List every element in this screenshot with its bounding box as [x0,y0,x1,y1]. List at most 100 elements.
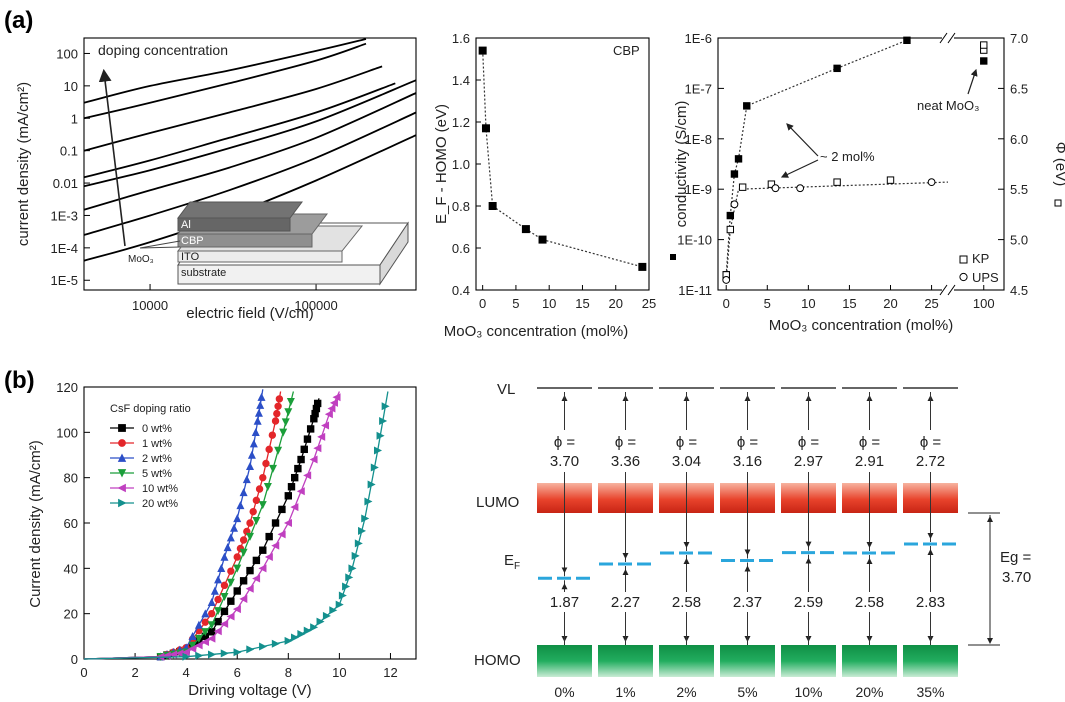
b1-ytick-label: 100 [56,425,78,440]
a3-ytick-right-label: 6.0 [1010,132,1028,147]
a3-point-kp [833,178,841,186]
b1-point [239,548,248,557]
b1-point [296,487,305,496]
a1-ytick-label: 1E-5 [51,273,78,288]
b1-point [342,582,351,591]
a2-title: CBP [613,43,640,58]
b1-xtick-label: 6 [234,665,241,680]
b1-point [233,648,242,657]
b1-point [259,642,268,651]
b1-point [297,630,306,639]
b1-point [226,533,235,542]
b1-point [252,496,261,505]
b1-ytick-label: 120 [56,380,78,395]
a1-xlabel: electric field (V/cm) [186,305,314,322]
panel-label-a: (a) [4,7,33,34]
b1-point [379,416,388,426]
a3-xtick-label: 100 [973,296,995,311]
b1-series-line [83,391,295,660]
b1-point [290,473,299,482]
a2-ytick-label: 0.6 [452,241,470,256]
a2-xtick-label: 10 [542,296,556,311]
a3-legend-ups: UPS [972,270,999,285]
a2-ytick-label: 1.2 [452,115,470,130]
a2-point [478,46,487,55]
b1-point [309,455,318,464]
a1-ytick-label: 10 [64,79,78,94]
b1-point [313,399,322,408]
chart-a2-ef-homo: 0.4 0.6 0.8 1.0 1.2 1.4 1.6 0 5 10 15 20 25 CBP MoO₃… [433,31,656,340]
phi-label-bg [725,430,770,472]
b1-point [201,609,210,618]
b1-point [194,634,203,643]
b1-point [223,543,232,552]
b1-point [300,445,308,454]
doping-percent-label: 35% [916,684,944,700]
a3-legend-kp: KP [972,251,989,266]
a1-series-line [83,111,417,236]
gap-label-bg [727,592,768,612]
b1-point [303,626,312,635]
b1-point [214,575,223,584]
a3-xlabel: MoO₃ concentration (mol%) [769,317,954,334]
a3-workfunction-guide [725,181,949,280]
a3-ytick-left-label: 1E-10 [677,233,712,248]
b1-legend-marker [117,453,127,462]
gap-value: 2.58 [855,594,884,611]
phi-label: ϕ = [554,434,576,451]
gap-value: 2.58 [672,594,701,611]
b1-point [213,627,222,636]
b1-point [354,539,363,548]
gap-value: 2.59 [794,594,823,611]
chart-a1-current-vs-field: 1E-5 1E-4 1E-3 0.01 0.1 1 10 100 10000 100000 dop… [15,37,417,322]
b1-legend-label: 10 wt% [142,483,178,495]
b1-point [263,483,272,492]
eg-label: Eg = [1000,549,1032,566]
b1-point [381,402,390,411]
a2-ytick-label: 0.4 [452,283,470,298]
a3-point-conductivity [833,64,841,73]
b1-point [194,620,203,629]
a1-device-inset: Al CBP ITO substrate MoO₃ [128,201,409,286]
homo-band [598,645,653,677]
b1-point [226,612,235,621]
phi-label-bg [603,430,648,472]
b1-point [246,519,254,527]
a2-xtick-label: 25 [642,296,656,311]
a3-xtick-label: 25 [924,296,938,311]
b1-legend-marker [117,469,127,478]
label-ef: EF [504,552,520,572]
b1-point [284,408,293,417]
b1-point [290,503,299,512]
b1-point [271,639,280,648]
a3-point-ups [796,184,805,193]
b1-point [249,439,258,448]
b1-point [306,425,315,433]
doping-percent-label: 10% [794,684,822,700]
b1-point [348,564,357,573]
a3-point-ups [927,178,936,187]
b1-point [200,637,210,647]
a3-ytick-right-label: 4.5 [1010,283,1028,298]
phi-value: 3.70 [550,453,579,470]
phi-label-bg [847,430,892,472]
a2-point [538,235,547,244]
phi-value: 3.04 [672,453,701,470]
doping-percent-label: 20% [855,684,883,700]
a2-point [521,225,530,234]
a1-ylabel: current density (mA/cm²) [15,82,32,246]
a3-ylabel-left: conductivity (S/cm) [673,101,690,228]
b1-point [277,530,286,539]
phi-value: 2.91 [855,453,884,470]
b1-point [268,431,277,439]
a1-ticks: 1E-5 1E-4 1E-3 0.01 0.1 1 10 100 10000 100000 [51,46,338,313]
b1-point [207,609,216,618]
b1-point [242,475,251,484]
b1-legend-marker [117,483,126,493]
b1-point [327,404,336,413]
gap-label-bg [910,592,951,612]
b1-point [207,621,216,630]
phi-label-bg [664,430,709,472]
b1-point [290,633,300,642]
a3-ticks: 1E-11 1E-10 1E-9 1E-8 1E-7 1E-6 4.5 5.0 5.5 6.0 6.… [677,31,1028,311]
